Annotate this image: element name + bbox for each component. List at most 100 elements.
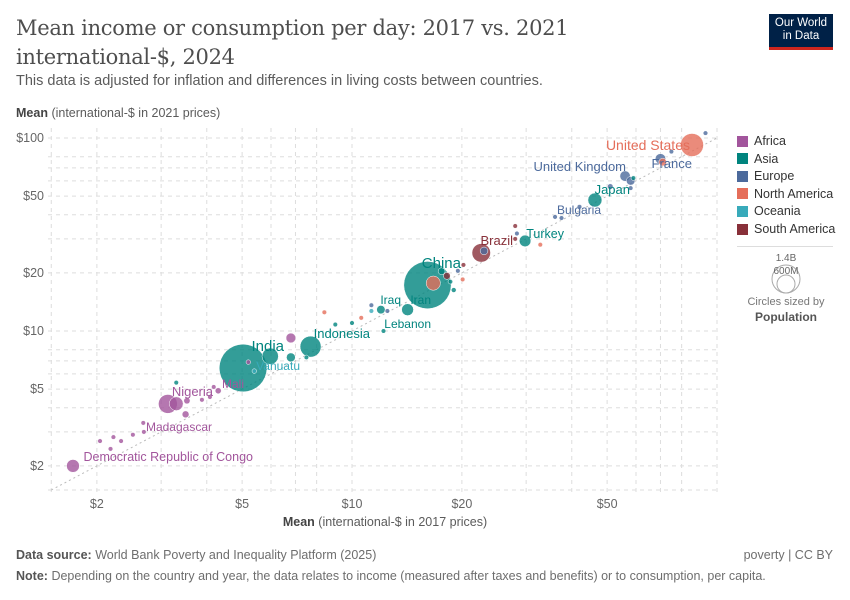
data-point: [358, 315, 364, 321]
data-point: [285, 332, 296, 344]
data-point-turkey: [519, 234, 532, 247]
data-point: [443, 272, 451, 280]
data-point: [702, 130, 709, 136]
x-axis-label: Mean (international-$ in 2017 prices): [282, 515, 488, 529]
legend-label: Europe: [754, 169, 795, 184]
data-point: [368, 302, 374, 308]
point-label: France: [652, 156, 692, 171]
x-tick-label: $20: [451, 497, 472, 511]
legend-label: Africa: [754, 134, 786, 148]
data-point: [211, 384, 217, 390]
x-tick-label: $5: [235, 497, 249, 511]
size-legend-big-label: 1.4B: [775, 253, 797, 264]
point-label: China: [422, 255, 462, 272]
legend-swatch: [737, 153, 748, 165]
chart-subtitle: This data is adjusted for inflation and …: [16, 73, 543, 89]
data-point: [437, 267, 446, 275]
y-axis-label: Mean (international-$ in 2021 prices): [16, 106, 221, 120]
data-point-iraq: [376, 305, 386, 315]
data-point: [512, 236, 518, 242]
y-tick-label: $2: [30, 459, 44, 473]
data-point: [460, 276, 466, 282]
y-tick-label: $5: [30, 382, 44, 396]
point-label: Lebanon: [384, 317, 431, 331]
license-link[interactable]: poverty | CC BY: [743, 548, 833, 562]
note: Note: Depending on the country and year,…: [16, 569, 766, 583]
legend-label: Oceania: [754, 204, 801, 219]
legend-item-africa[interactable]: Africa: [737, 134, 786, 148]
data-point: [607, 183, 614, 190]
data-point-madagascar: [181, 410, 190, 419]
data-point-democratic-republic-of-congo: [66, 459, 80, 473]
data-point: [207, 394, 213, 400]
point-label: Indonesia: [314, 326, 371, 341]
data-point: [141, 429, 147, 435]
data-point: [110, 434, 116, 440]
legend-swatch: [737, 223, 748, 235]
data-point: [321, 309, 327, 315]
point-label: Democratic Republic of Congo: [83, 450, 253, 464]
data-point: [384, 308, 390, 314]
data-point: [460, 262, 467, 268]
data-point-mali: [214, 387, 222, 395]
data-point: [332, 321, 338, 328]
legend-item-asia[interactable]: Asia: [737, 152, 778, 166]
data-point-vanuatu: [251, 368, 257, 374]
data-point: [425, 275, 441, 291]
data-point: [130, 432, 136, 438]
point-label: United States: [606, 137, 690, 153]
legend-swatch: [737, 170, 748, 182]
data-point: [558, 215, 565, 221]
data-point: [97, 438, 103, 444]
y-tick-label: $50: [23, 189, 44, 203]
y-tick-label: $100: [16, 131, 44, 145]
y-tick-label: $20: [23, 266, 44, 280]
x-tick-label: $2: [90, 497, 104, 511]
point-label: Madagascar: [146, 420, 212, 434]
legend-item-south-america[interactable]: South America: [737, 222, 835, 236]
data-point-united-states: [680, 133, 704, 157]
data-point: [668, 149, 674, 155]
point-label: Iran: [410, 293, 431, 307]
data-point: [107, 446, 114, 452]
data-point: [183, 397, 191, 405]
point-label: Bulgaria: [557, 203, 601, 217]
reference-line: [51, 137, 718, 491]
data-point: [512, 223, 518, 229]
data-source: Data source: World Bank Poverty and Ineq…: [16, 548, 377, 562]
legend-swatch: [737, 135, 748, 147]
legend-item-north-america[interactable]: North America: [737, 187, 833, 201]
data-point: [576, 204, 583, 210]
data-point-bulgaria: [552, 214, 558, 220]
legend-swatch: [737, 188, 748, 200]
data-point-india: [218, 343, 268, 393]
point-label: Nigeria: [172, 384, 214, 399]
point-label: Turkey: [526, 227, 564, 241]
data-point: [455, 268, 461, 274]
data-point: [199, 397, 205, 403]
owid-logo[interactable]: Our World in Data: [769, 14, 833, 50]
legend-item-europe[interactable]: Europe: [737, 169, 794, 183]
data-point: [447, 279, 453, 285]
size-legend-variable: Population: [755, 310, 817, 324]
point-label: Vanuatu: [256, 359, 300, 373]
data-point: [537, 242, 543, 248]
data-point: [628, 185, 634, 191]
legend-label: South America: [754, 222, 836, 236]
x-tick-label: $10: [342, 497, 363, 511]
data-point: [349, 320, 355, 326]
legend-item-oceania[interactable]: Oceania: [737, 204, 801, 218]
chart-title: Mean income or consumption per day: 2017…: [16, 16, 569, 69]
data-point: [451, 287, 457, 293]
legend-swatch: [737, 205, 748, 217]
point-label: Japan: [595, 182, 630, 197]
data-point: [245, 359, 251, 365]
data-point-japan: [587, 192, 603, 208]
data-point: [261, 347, 279, 365]
point-label: India: [251, 338, 284, 355]
point-label: Brazil: [480, 233, 513, 248]
data-point-indonesia: [299, 335, 322, 358]
legend-label: Asia: [754, 151, 779, 166]
point-label: Mali: [222, 377, 244, 391]
